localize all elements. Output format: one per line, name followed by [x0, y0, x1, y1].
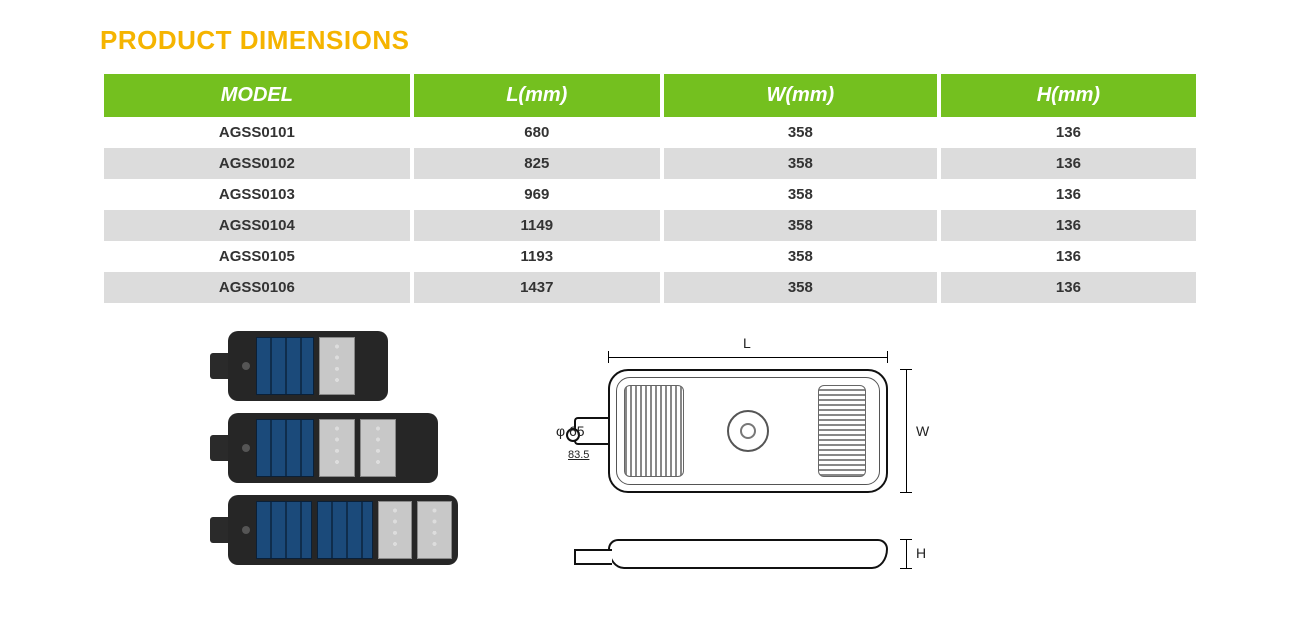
- table-cell: 1193: [414, 241, 660, 272]
- table-cell: 969: [414, 179, 660, 210]
- dim-bracket: 83.5: [568, 449, 589, 461]
- table-cell: 358: [664, 272, 937, 303]
- table-row: AGSS01041149358136: [104, 210, 1196, 241]
- dimensions-table: MODELL(mm)W(mm)H(mm) AGSS0101680358136AG…: [100, 74, 1200, 303]
- table-cell: 358: [664, 117, 937, 148]
- table-row: AGSS01051193358136: [104, 241, 1196, 272]
- table-row: AGSS01061437358136: [104, 272, 1196, 303]
- table-cell: 136: [941, 241, 1196, 272]
- dim-diameter: φ 65: [556, 423, 585, 439]
- dim-W: W: [916, 423, 929, 439]
- product-photos: [210, 331, 458, 565]
- table-cell: 136: [941, 210, 1196, 241]
- col-header: W(mm): [664, 74, 937, 117]
- table-cell: 136: [941, 272, 1196, 303]
- table-row: AGSS0101680358136: [104, 117, 1196, 148]
- table-row: AGSS0103969358136: [104, 179, 1196, 210]
- table-cell: 136: [941, 148, 1196, 179]
- table-cell: 136: [941, 117, 1196, 148]
- table-cell: 825: [414, 148, 660, 179]
- table-cell: 358: [664, 210, 937, 241]
- product-photo: [210, 413, 458, 483]
- product-photo: [210, 331, 458, 401]
- table-row: AGSS0102825358136: [104, 148, 1196, 179]
- dim-L: L: [743, 335, 751, 351]
- table-cell: 358: [664, 148, 937, 179]
- table-cell: AGSS0103: [104, 179, 410, 210]
- section-title: PRODUCT DIMENSIONS: [100, 25, 1200, 56]
- table-cell: AGSS0102: [104, 148, 410, 179]
- table-cell: 680: [414, 117, 660, 148]
- table-cell: AGSS0106: [104, 272, 410, 303]
- drawing-top-view: [608, 369, 888, 493]
- drawing-side-view: [608, 539, 888, 569]
- table-cell: AGSS0104: [104, 210, 410, 241]
- table-cell: 358: [664, 179, 937, 210]
- table-cell: 1149: [414, 210, 660, 241]
- table-cell: 1437: [414, 272, 660, 303]
- table-cell: 136: [941, 179, 1196, 210]
- col-header: MODEL: [104, 74, 410, 117]
- product-photo: [210, 495, 458, 565]
- table-cell: AGSS0105: [104, 241, 410, 272]
- table-cell: AGSS0101: [104, 117, 410, 148]
- col-header: H(mm): [941, 74, 1196, 117]
- table-cell: 358: [664, 241, 937, 272]
- technical-drawing: L W φ 65 83.5 H: [518, 331, 1200, 565]
- dim-H: H: [916, 545, 926, 561]
- col-header: L(mm): [414, 74, 660, 117]
